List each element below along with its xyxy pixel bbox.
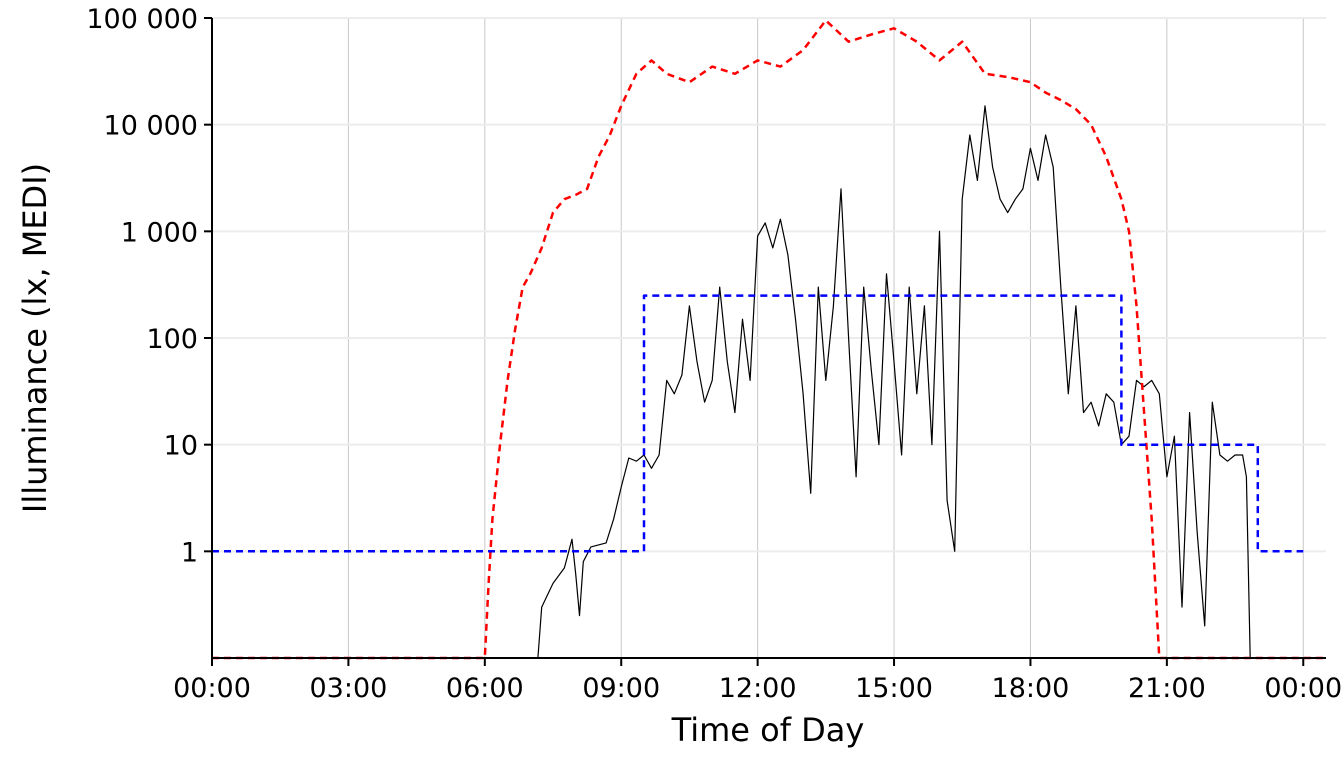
y-tick-label: 1 000 (121, 217, 198, 248)
y-tick-label: 100 (146, 324, 198, 355)
grid-lines (212, 17, 1326, 658)
x-tick-label: 09:00 (582, 673, 660, 704)
y-tick-label: 10 (164, 431, 198, 462)
x-ticks: 00:00 03:00 06:00 09:00 12:00 15:00 18:00 21:00… (173, 658, 1342, 704)
series-line-1 (212, 105, 1326, 659)
x-tick-label: 21:00 (1128, 673, 1206, 704)
y-ticks: 1 10 100 1 000 10 000 100 000 (86, 4, 212, 568)
x-axis-title: Time of Day (671, 711, 865, 749)
x-tick-label: 15:00 (855, 673, 933, 704)
y-tick-label: 1 (181, 537, 198, 568)
x-tick-label: 18:00 (992, 673, 1070, 704)
x-tick-label: 06:00 (446, 673, 524, 704)
series-line-3 (212, 294, 1304, 553)
series-layer (212, 19, 1326, 660)
series-line-2 (212, 19, 1326, 660)
y-tick-label: 100 000 (86, 4, 198, 35)
x-tick-label: 12:00 (719, 673, 797, 704)
x-tick-label: 00:00 (1264, 673, 1342, 704)
y-tick-label: 10 000 (104, 111, 198, 142)
x-tick-label: 03:00 (310, 673, 388, 704)
x-tick-label: 00:00 (173, 673, 251, 704)
y-axis-title: Illuminance (lx, MEDI) (16, 163, 54, 513)
